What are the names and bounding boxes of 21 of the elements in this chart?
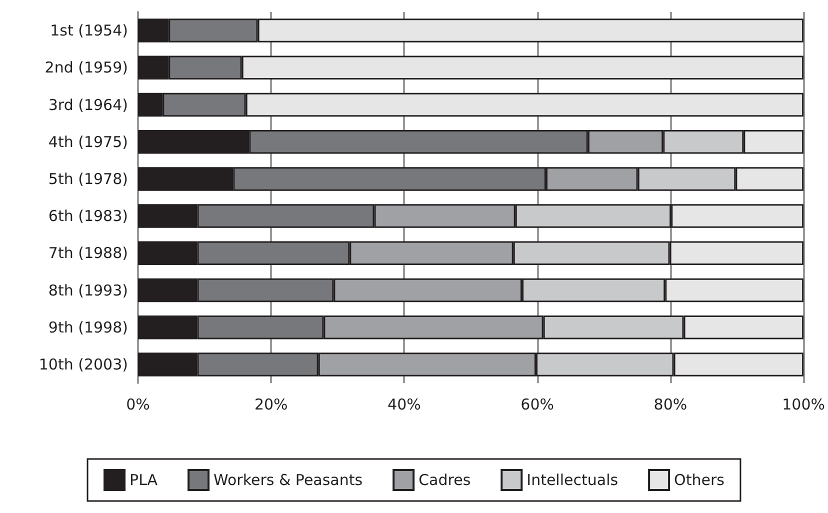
y-tick-label: 7th (1988) [48, 244, 128, 262]
y-tick-label: 5th (1978) [48, 170, 128, 188]
y-tick-label: 8th (1993) [48, 281, 128, 300]
y-tick-label: 3rd (1964) [48, 96, 128, 114]
x-tick-label: 100% [782, 396, 826, 414]
x-tick-label: 60% [520, 396, 554, 414]
legend-label: Cadres [418, 471, 471, 489]
y-tick-label: 2nd (1959) [44, 58, 128, 77]
x-tick-label: 40% [388, 396, 421, 414]
legend-label: Others [674, 471, 725, 489]
legend-label: Workers & Peasants [214, 471, 363, 489]
y-tick-label: 10th (2003) [38, 355, 128, 374]
y-tick-label: 4th (1975) [48, 132, 128, 151]
x-tick-label: 0% [126, 396, 150, 414]
x-tick-label: 80% [654, 396, 688, 414]
y-tick-label: 1st (1954) [50, 22, 128, 40]
legend-label: PLA [130, 471, 158, 489]
y-tick-label: 9th (1998) [48, 318, 128, 336]
x-tick-label: 20% [254, 396, 288, 414]
legend-label: Intellectuals [526, 471, 618, 489]
y-tick-label: 6th (1983) [48, 207, 128, 226]
